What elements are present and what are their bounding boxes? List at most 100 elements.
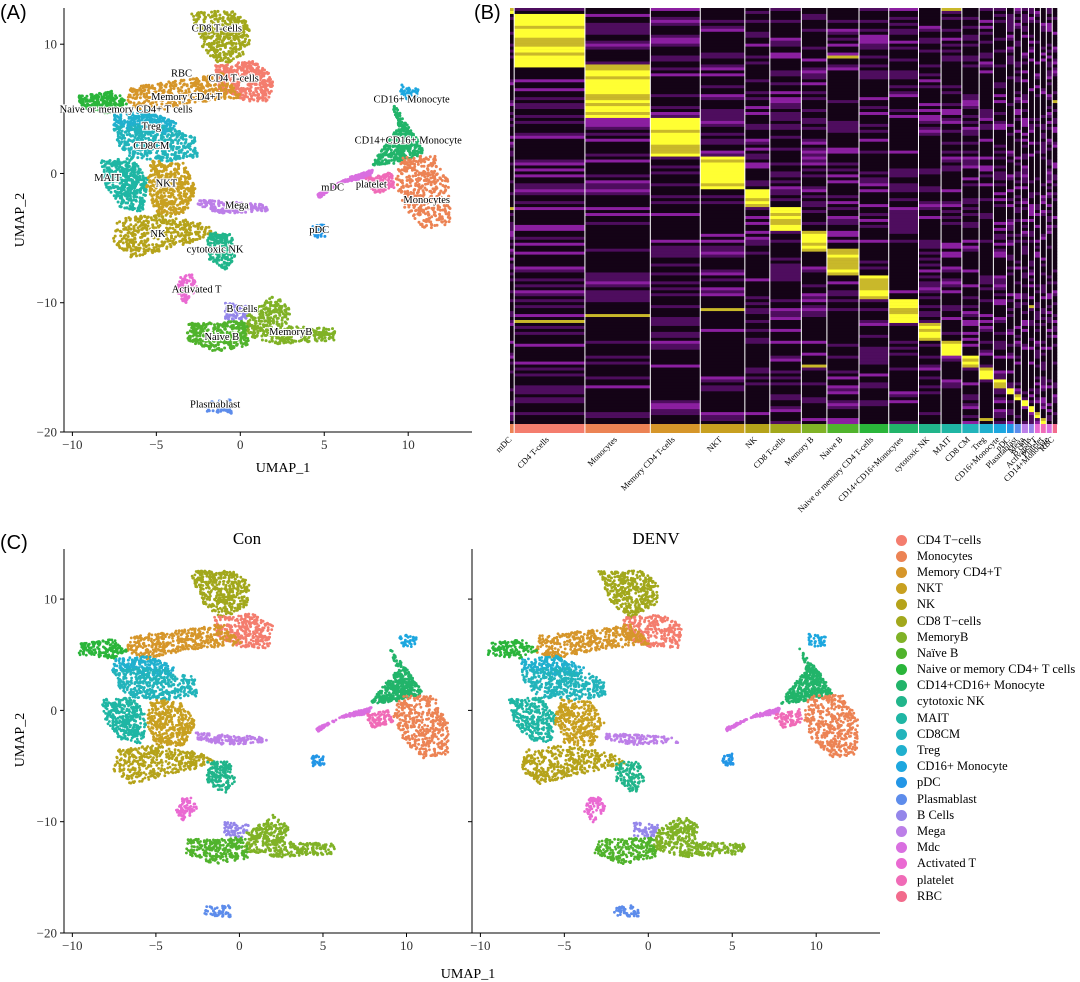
cell-point <box>183 170 186 174</box>
cell-point <box>126 195 130 198</box>
cell-point <box>129 255 133 259</box>
cell-point <box>222 10 226 14</box>
cell-point <box>254 321 258 325</box>
cell-point <box>155 124 159 128</box>
cell-point <box>123 141 127 145</box>
cell-point <box>150 117 154 121</box>
cell-point <box>126 113 130 117</box>
cell-point <box>240 345 244 348</box>
cell-point <box>195 76 199 80</box>
cell-point <box>165 210 169 214</box>
cell-point <box>138 96 142 100</box>
cell-point <box>141 205 144 209</box>
cell-point <box>86 104 90 108</box>
cell-point <box>165 203 169 207</box>
cell-point <box>121 221 125 225</box>
cell-point <box>268 322 272 326</box>
y-tick-label: −20 <box>37 425 57 440</box>
cell-point <box>168 239 172 243</box>
cell-point <box>221 211 225 215</box>
cell-point <box>192 325 196 329</box>
cell-point <box>178 239 182 243</box>
cell-point <box>166 153 170 157</box>
cell-point <box>134 198 138 202</box>
cell-point <box>145 154 149 157</box>
cell-point <box>223 346 227 350</box>
cell-point <box>147 118 151 122</box>
cell-point <box>240 319 243 323</box>
cell-point <box>229 74 233 78</box>
cell-point <box>205 84 209 88</box>
cell-point <box>276 308 279 312</box>
cell-point <box>155 171 159 175</box>
cell-point <box>133 207 136 210</box>
cell-point <box>212 202 216 206</box>
cell-point <box>141 111 145 115</box>
cell-point <box>190 85 193 89</box>
cell-point <box>129 186 133 190</box>
cell-point <box>80 103 84 107</box>
cell-point <box>128 120 132 124</box>
cell-point <box>172 210 176 214</box>
cell-point <box>155 209 159 213</box>
cell-point <box>173 228 177 232</box>
cell-point <box>131 152 135 156</box>
cell-point <box>204 37 208 41</box>
cell-point <box>135 95 139 99</box>
cell-point <box>225 83 229 87</box>
cell-point <box>165 245 169 249</box>
cell-point <box>113 114 116 118</box>
cell-point <box>144 245 148 249</box>
cell-point <box>133 216 137 220</box>
cell-point <box>224 76 228 80</box>
cell-point <box>185 83 189 87</box>
cell-point <box>121 148 125 151</box>
cell-point <box>109 190 113 194</box>
cell-point <box>153 142 157 146</box>
cell-point <box>229 69 233 73</box>
cell-point <box>218 43 222 47</box>
cell-point <box>187 87 191 91</box>
cell-point <box>163 132 167 136</box>
cell-point <box>255 62 259 66</box>
cell-point <box>181 161 185 165</box>
cell-point <box>183 275 187 279</box>
cell-point <box>118 144 121 148</box>
cell-point <box>207 45 211 48</box>
cell-point <box>227 317 230 321</box>
cell-point <box>89 99 93 103</box>
cell-point <box>120 189 124 193</box>
cell-point <box>223 327 227 331</box>
cell-point <box>164 129 168 132</box>
cell-point <box>156 195 160 199</box>
cell-point <box>231 57 235 61</box>
cell-point <box>269 77 272 81</box>
cell-point <box>114 106 118 110</box>
cell-point <box>152 204 156 208</box>
cell-point <box>259 208 263 212</box>
cell-point <box>406 89 410 93</box>
cell-point <box>105 185 109 189</box>
cell-point <box>143 214 146 218</box>
cell-point <box>260 91 264 95</box>
cell-point <box>201 344 205 348</box>
cell-point <box>227 88 231 92</box>
cell-point <box>156 213 160 216</box>
cell-point <box>158 218 161 222</box>
cell-point <box>153 249 157 253</box>
cell-point <box>258 322 262 326</box>
cell-point <box>141 174 145 178</box>
cell-point <box>215 76 219 80</box>
cell-point <box>209 25 213 28</box>
cell-point <box>126 183 130 187</box>
cell-point <box>279 308 283 312</box>
cell-point <box>155 201 159 205</box>
cell-point <box>126 189 130 193</box>
cell-point <box>229 46 233 50</box>
cell-point <box>270 81 274 84</box>
cell-point <box>268 317 272 321</box>
cell-point <box>246 322 250 325</box>
cell-point <box>117 160 121 164</box>
cell-point <box>216 410 220 414</box>
cell-point <box>252 93 256 97</box>
